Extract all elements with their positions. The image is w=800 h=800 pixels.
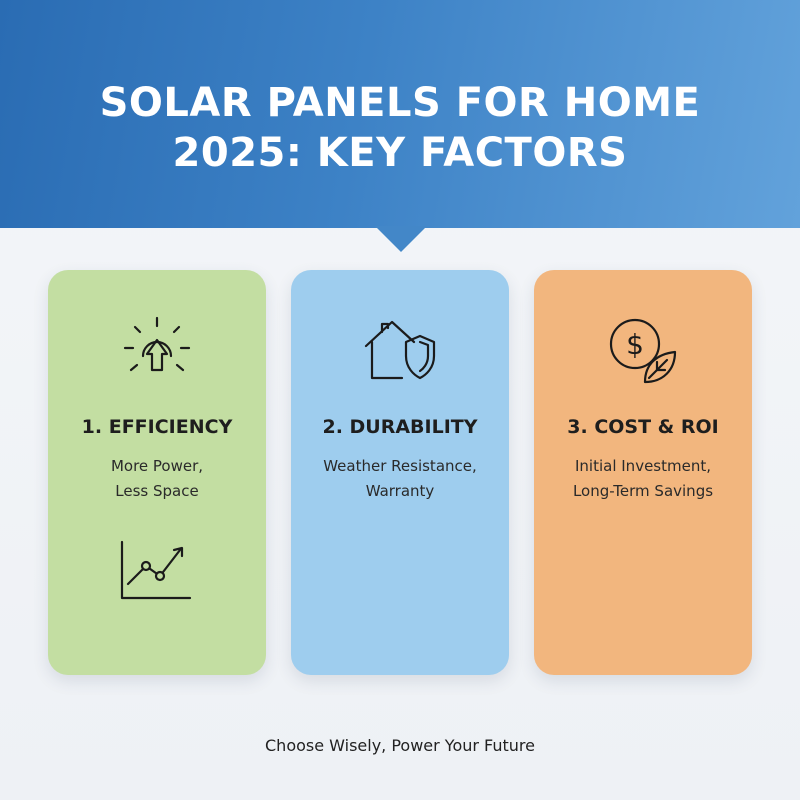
footer-tagline: Choose Wisely, Power Your Future	[265, 736, 535, 755]
trend-chart-icon	[116, 538, 196, 602]
card-heading: 3. COST & ROI	[567, 416, 719, 438]
card-description: More Power, Less Space	[48, 454, 266, 504]
card-description-line-2: Warranty	[365, 482, 435, 500]
card-description-line-1: More Power,	[110, 457, 204, 475]
sun-arrow-up-icon	[119, 312, 195, 388]
card-description-line-1: Initial Investment,	[574, 457, 711, 475]
dollar-symbol: $	[626, 328, 644, 361]
dollar-leaf-icon: $	[605, 312, 681, 388]
title-line-1: SOLAR PANELS FOR HOME	[99, 80, 701, 126]
header-banner	[0, 0, 800, 228]
card-description: Weather Resistance, Warranty	[291, 454, 509, 504]
card-description-line-2: Long-Term Savings	[572, 482, 714, 500]
card-description-line-1: Weather Resistance,	[323, 457, 477, 475]
card-description: Initial Investment, Long-Term Savings	[534, 454, 752, 504]
house-shield-icon	[362, 312, 438, 388]
title-line-2: 2025: KEY FACTORS	[172, 130, 628, 176]
card-heading: 1. EFFICIENCY	[81, 416, 233, 438]
card-efficiency: 1. EFFICIENCY More Power, Less Space	[48, 270, 266, 675]
card-durability: 2. DURABILITY Weather Resistance, Warran…	[291, 270, 509, 675]
banner-pointer	[375, 226, 427, 252]
page-title: SOLAR PANELS FOR HOME 2025: KEY FACTORS	[0, 78, 800, 178]
card-cost-roi: $ 3. COST & ROI Initial Investment, Long…	[534, 270, 752, 675]
card-heading: 2. DURABILITY	[322, 416, 478, 438]
card-description-line-2: Less Space	[115, 482, 199, 500]
